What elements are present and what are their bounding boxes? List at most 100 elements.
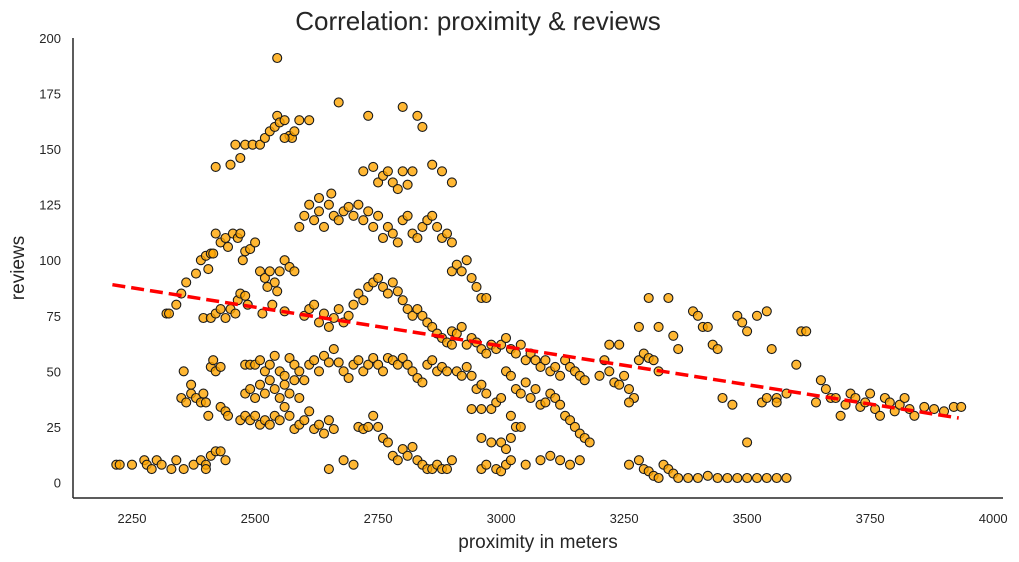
data-point xyxy=(732,472,743,484)
data-point xyxy=(712,344,723,355)
data-point xyxy=(594,370,605,381)
data-point xyxy=(717,392,728,404)
data-point xyxy=(520,355,531,366)
data-point xyxy=(358,166,369,177)
data-point xyxy=(250,392,261,404)
data-point xyxy=(348,299,359,310)
data-point xyxy=(279,379,290,390)
data-point xyxy=(220,232,231,244)
data-point xyxy=(289,359,300,370)
data-point xyxy=(309,299,320,310)
data-point xyxy=(500,444,512,455)
data-point xyxy=(427,355,438,366)
data-point xyxy=(466,404,477,415)
data-point xyxy=(166,464,177,475)
data-point xyxy=(486,437,497,448)
data-point xyxy=(304,199,315,210)
data-point xyxy=(333,97,344,108)
data-point xyxy=(294,366,305,377)
data-point xyxy=(673,344,684,355)
data-point xyxy=(402,450,413,461)
data-point xyxy=(451,259,462,270)
data-point xyxy=(200,464,211,475)
data-point xyxy=(181,397,192,408)
data-point xyxy=(461,255,472,266)
data-point xyxy=(114,459,125,470)
data-point xyxy=(564,459,576,470)
data-point xyxy=(481,292,492,304)
data-point xyxy=(712,472,723,484)
data-point xyxy=(441,464,453,475)
data-point xyxy=(245,384,256,395)
data-point xyxy=(520,459,531,470)
data-point xyxy=(397,166,408,177)
data-point xyxy=(751,310,763,321)
data-point xyxy=(535,455,546,466)
points-layer xyxy=(111,52,967,484)
data-point xyxy=(530,384,541,395)
data-point xyxy=(397,444,408,455)
data-point xyxy=(373,359,384,370)
x-tick-label: 3750 xyxy=(856,511,885,526)
data-point xyxy=(525,392,536,404)
data-point xyxy=(377,232,389,244)
data-point xyxy=(584,437,595,448)
data-point xyxy=(272,286,283,297)
data-point xyxy=(382,437,393,448)
data-point xyxy=(274,266,285,277)
data-point xyxy=(633,455,644,466)
data-point xyxy=(623,397,635,408)
data-point xyxy=(579,375,590,386)
data-point xyxy=(358,215,369,226)
data-point xyxy=(751,472,763,484)
data-point xyxy=(668,330,679,341)
data-point xyxy=(417,377,428,388)
data-point xyxy=(338,455,349,466)
data-point xyxy=(540,355,551,366)
data-point xyxy=(412,232,423,244)
data-point xyxy=(402,304,413,315)
data-point xyxy=(427,159,438,170)
data-point xyxy=(348,210,359,221)
data-point xyxy=(466,272,477,284)
data-point xyxy=(338,366,349,377)
data-point xyxy=(328,344,339,355)
data-point xyxy=(574,455,585,466)
data-point xyxy=(318,221,330,232)
data-point xyxy=(210,161,221,172)
data-point xyxy=(215,304,226,315)
data-point xyxy=(505,410,516,421)
data-point xyxy=(476,404,487,415)
data-point xyxy=(279,255,290,266)
data-point xyxy=(294,221,305,232)
data-point xyxy=(210,228,221,239)
data-point xyxy=(264,375,275,386)
data-point xyxy=(633,321,644,332)
data-point xyxy=(299,210,310,221)
data-point xyxy=(486,404,497,415)
data-point xyxy=(392,286,403,297)
data-point xyxy=(264,359,275,370)
data-point xyxy=(279,370,290,381)
data-point xyxy=(240,290,251,301)
data-point xyxy=(692,310,703,321)
data-point xyxy=(274,392,285,404)
data-point xyxy=(377,366,389,377)
data-point xyxy=(274,415,285,426)
y-tick-label: 75 xyxy=(47,309,61,324)
data-point xyxy=(259,272,270,284)
data-point xyxy=(382,166,393,177)
data-point xyxy=(820,384,831,395)
data-point xyxy=(407,166,418,177)
data-point xyxy=(540,397,551,408)
data-point xyxy=(742,326,753,337)
data-point xyxy=(500,332,512,344)
data-point xyxy=(466,370,477,381)
data-point xyxy=(373,421,384,432)
data-point xyxy=(761,392,772,404)
data-point xyxy=(446,455,457,466)
data-point xyxy=(259,132,270,144)
data-point xyxy=(771,472,782,484)
data-point xyxy=(259,388,270,399)
data-point xyxy=(264,266,275,277)
